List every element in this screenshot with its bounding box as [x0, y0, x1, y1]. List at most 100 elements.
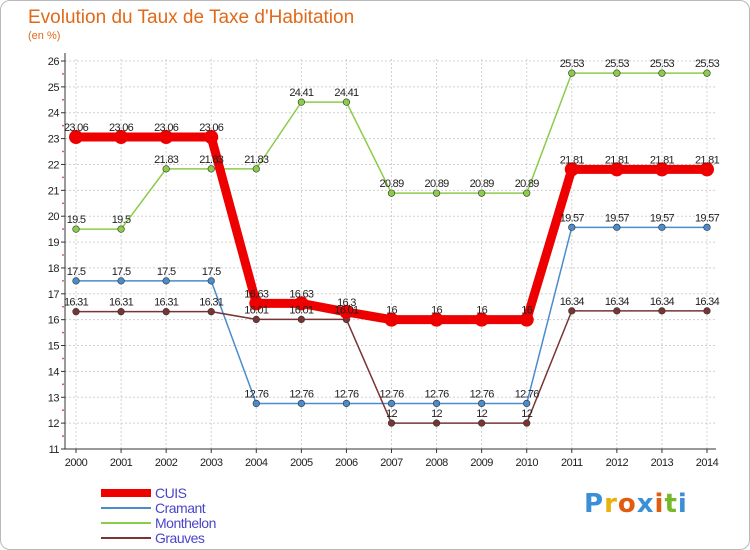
data-label-grauves: 16.01 [289, 304, 314, 316]
point-cuis [294, 296, 309, 311]
point-cramant [523, 399, 531, 408]
y-tick-label: 24 [48, 108, 60, 120]
y-tick-label: 18 [48, 263, 60, 275]
y-minor-tick [62, 176, 64, 179]
data-label-cramant: 19.57 [605, 212, 630, 224]
point-cuis [654, 162, 669, 177]
logo-letter: t [664, 489, 678, 519]
data-label-cramant: 12.76 [289, 388, 314, 400]
y-tick-label: 21 [48, 185, 60, 197]
point-monthelon [523, 189, 531, 197]
x-tick-label: 2011 [561, 457, 583, 469]
x-tick-label: 2009 [470, 457, 493, 469]
point-cuis [204, 130, 219, 145]
point-cuis [384, 312, 399, 327]
legend-swatch [101, 506, 151, 509]
data-label-cramant: 17.5 [67, 266, 86, 278]
legend-label: Cramant [155, 499, 206, 516]
logo-letter: x [636, 489, 655, 519]
data-label-cuis: 23.06 [64, 122, 89, 134]
x-tick-label: 2013 [651, 457, 674, 469]
point-monthelon [478, 189, 486, 197]
point-cuis [69, 130, 83, 145]
data-label-cuis: 23.06 [109, 122, 134, 134]
data-label-grauves: 16.34 [650, 296, 675, 308]
point-monthelon [703, 69, 711, 77]
x-tick-label: 2002 [155, 457, 178, 469]
point-grauves [568, 307, 576, 315]
data-label-cuis: 16.63 [289, 288, 314, 300]
data-label-cuis: 21.81 [560, 154, 585, 166]
y-minor-tick [62, 73, 64, 75]
data-label-cramant: 12.76 [334, 388, 359, 400]
x-tick-label: 2008 [425, 457, 448, 469]
data-label-cuis: 23.06 [154, 122, 179, 134]
point-grauves [658, 307, 666, 315]
point-monthelon [387, 189, 396, 197]
y-minor-tick [62, 254, 64, 256]
point-cuis [474, 312, 489, 327]
point-monthelon [72, 225, 80, 233]
point-monthelon [117, 225, 125, 233]
y-tick-label: 25 [48, 82, 60, 94]
data-label-grauves: 16.31 [199, 297, 224, 309]
point-monthelon [162, 165, 170, 173]
data-label-cramant: 12.76 [244, 388, 269, 400]
point-cramant [162, 277, 170, 285]
point-grauves [207, 308, 215, 316]
point-monthelon [252, 165, 260, 173]
data-label-cuis: 16.3 [337, 297, 356, 309]
y-tick-label: 19 [48, 237, 60, 249]
point-cramant [207, 277, 215, 285]
y-tick-label: 14 [48, 366, 60, 378]
y-minor-tick [62, 228, 64, 231]
data-label-cuis: 16 [521, 305, 532, 317]
point-cramant [658, 223, 666, 231]
data-label-cuis: 21.81 [695, 154, 720, 166]
legend-label: CUIS [155, 484, 187, 501]
y-tick-label: 17 [48, 289, 60, 301]
data-label-cramant: 19.57 [695, 212, 720, 224]
data-label-monthelon: 21.83 [154, 154, 179, 166]
point-grauves [297, 315, 305, 324]
data-label-cramant: 17.5 [202, 266, 221, 278]
point-cramant [432, 399, 441, 408]
y-tick-label: 12 [48, 418, 60, 430]
point-cuis [564, 162, 579, 177]
point-cuis [249, 296, 264, 311]
y-minor-tick [62, 435, 64, 437]
x-tick-label: 2000 [65, 457, 88, 469]
point-grauves [252, 315, 260, 324]
point-cuis [429, 312, 444, 327]
point-cramant [117, 277, 125, 285]
point-cramant [703, 223, 711, 231]
point-grauves [613, 307, 621, 315]
data-label-cuis: 21.81 [605, 154, 630, 166]
point-grauves [703, 307, 711, 315]
point-cuis [609, 162, 624, 177]
data-label-cramant: 19.57 [650, 212, 675, 224]
y-minor-tick [62, 98, 64, 101]
point-monthelon [613, 69, 621, 77]
y-tick-label: 13 [48, 392, 60, 404]
data-label-cuis: 23.06 [199, 122, 224, 134]
data-label-cramant: 12.76 [425, 388, 450, 400]
point-monthelon [342, 98, 351, 106]
point-grauves [72, 308, 80, 316]
data-label-cuis: 21.81 [650, 154, 675, 166]
y-tick-label: 16 [48, 315, 60, 327]
chart-unit: (en %) [28, 30, 61, 42]
data-label-monthelon: 21.83 [244, 154, 269, 166]
y-tick-label: 23 [48, 134, 60, 146]
legend-item-cramant: Cramant [101, 499, 206, 516]
data-label-monthelon: 25.53 [695, 58, 720, 70]
data-label-monthelon: 24.41 [289, 87, 314, 99]
data-label-cramant: 12.76 [515, 388, 540, 400]
y-tick-label: 22 [48, 159, 60, 171]
point-cramant [342, 399, 351, 408]
line-chart: 11 12 13 14 15 16 17 18 19 20 21 22 23 24 25 26 2000 2001… [48, 53, 720, 469]
legend-swatch [101, 536, 151, 539]
data-label-cramant: 12.76 [470, 388, 495, 400]
data-label-monthelon: 20.89 [425, 178, 450, 190]
